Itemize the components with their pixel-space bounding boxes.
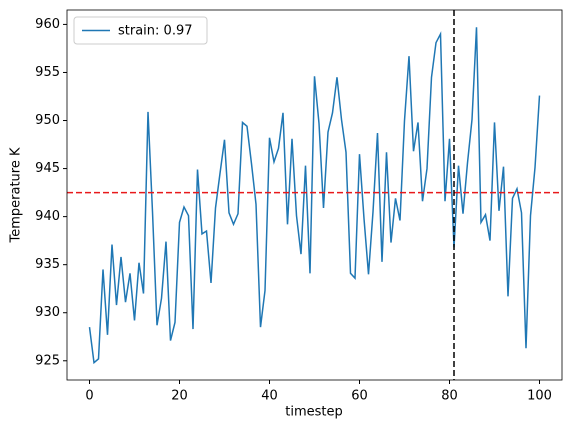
x-tick-label: 80	[441, 389, 458, 404]
legend-label: strain: 0.97	[118, 24, 193, 39]
y-tick-label: 925	[35, 353, 60, 368]
y-tick-label: 935	[35, 257, 60, 272]
x-tick-label: 40	[261, 389, 278, 404]
legend-box	[73, 16, 208, 45]
y-tick-label: 945	[35, 161, 60, 176]
x-tick-label: 20	[171, 389, 188, 404]
data-line	[88, 27, 541, 365]
y-tick-label: 960	[35, 17, 60, 32]
y-tick-label: 955	[35, 65, 60, 80]
y-tick-label: 940	[35, 209, 60, 224]
axes-frame	[66, 9, 563, 381]
x-tick-label: 100	[527, 389, 552, 404]
y-tick-label: 950	[35, 113, 60, 128]
x-tick-label: 60	[351, 389, 368, 404]
y-axis-label: Temperature K	[9, 147, 24, 243]
x-tick-label: 0	[85, 389, 93, 404]
x-axis-label: timestep	[285, 405, 343, 420]
y-tick-label: 930	[35, 305, 60, 320]
